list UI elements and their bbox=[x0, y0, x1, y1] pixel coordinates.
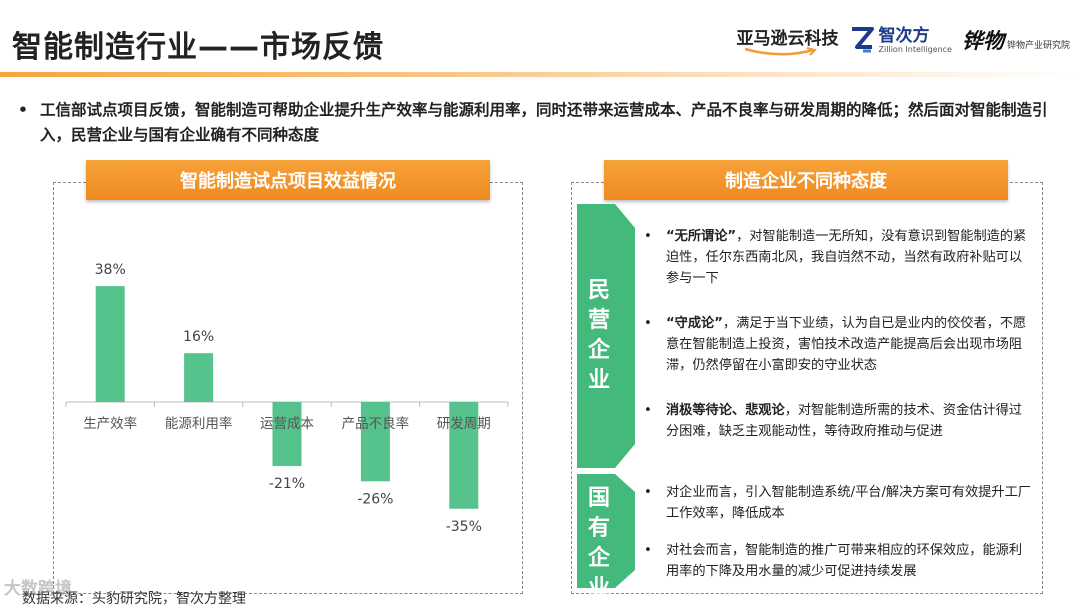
bullet-dot: • bbox=[644, 316, 652, 331]
point-text: ，对智能制造一无所知，没有意识到智能制造的紧迫性，任尔东西南北风，我自岿然不动，… bbox=[666, 229, 1027, 286]
point-text: ，对智能制造所需的技术、资金估计得过分困难，缺乏主观能动性，等待政府推动与促进 bbox=[666, 403, 1023, 439]
bullet-dot: • bbox=[644, 403, 652, 418]
amazon-smile-icon bbox=[744, 46, 817, 56]
list-item: • 对社会而言，智能制造的推广可带来相应的环保效应，能源利用率的下降及用水量的减… bbox=[640, 540, 1032, 582]
point-text: 对企业而言，引入智能制造系统/平台/解决方案可有效提升工厂工作效率，降低成本 bbox=[666, 485, 1031, 521]
zhicifang-mark-icon bbox=[851, 27, 874, 53]
benefits-chart-title: 智能制造试点项目效益情况 bbox=[86, 160, 490, 200]
data-source: 数据来源：头豹研究院，智次方整理 bbox=[22, 591, 246, 607]
private-enterprise-arrow bbox=[577, 204, 635, 468]
point-keyword: “无所谓论” bbox=[666, 229, 737, 244]
list-item: • “无所谓论”，对智能制造一无所知，没有意识到智能制造的紧迫性，任尔东西南北风… bbox=[640, 226, 1032, 289]
huaqiu-subtitle: 铧物产业研究院 bbox=[1006, 40, 1070, 51]
point-text: ，满足于当下业绩，认为自已是业内的佼佼者，不愿意在智能制造上投资，害怕技术改造产… bbox=[666, 316, 1027, 373]
benefits-chart-panel bbox=[53, 182, 523, 594]
zhicifang-english-name: Zillion Intelligence bbox=[878, 44, 952, 54]
bullet-dot: • bbox=[644, 229, 652, 244]
point-text: 对社会而言，智能制造的推广可带来相应的环保效应，能源利用率的下降及用水量的减少可… bbox=[666, 543, 1023, 579]
private-enterprise-label: 民营企业 bbox=[587, 278, 610, 393]
bullet-dot: • bbox=[644, 543, 652, 558]
summary-text: 工信部试点项目反馈，智能制造可帮助企业提升生产效率与能源利用率，同时还带来运营成… bbox=[40, 101, 1048, 144]
huaqiu-mark: 铧物 bbox=[961, 29, 1004, 53]
zhicifang-logo: 智次方 Zillion Intelligence bbox=[849, 25, 952, 55]
point-keyword: 消极等待论、悲观论 bbox=[666, 403, 785, 418]
zhicifang-name: 智次方 bbox=[878, 25, 930, 46]
summary-bullet: • bbox=[18, 101, 28, 119]
partner-logos: 亚马逊云科技 智次方 Zillion Intelligence 铧物 铧物产业研… bbox=[737, 18, 1070, 62]
list-item: • 消极等待论、悲观论，对智能制造所需的技术、资金估计得过分困难，缺乏主观能动性… bbox=[640, 400, 1032, 442]
attitudes-title: 制造企业不同种态度 bbox=[604, 160, 1008, 200]
amazon-logo: 亚马逊云科技 bbox=[737, 24, 839, 57]
huaqiu-logo: 铧物 铧物产业研究院 bbox=[962, 25, 1070, 55]
watermark: 大数跨境 bbox=[4, 579, 72, 599]
summary: • 工信部试点项目反馈，智能制造可帮助企业提升生产效率与能源利用率，同时还带来运… bbox=[18, 98, 1068, 148]
page-title: 智能制造行业——市场反馈 bbox=[12, 30, 384, 65]
point-keyword: “守成论” bbox=[666, 316, 723, 331]
header-divider bbox=[0, 72, 1080, 77]
list-item: • 对企业而言，引入智能制造系统/平台/解决方案可有效提升工厂工作效率，降低成本 bbox=[640, 482, 1032, 524]
state-enterprise-points: • 对企业而言，引入智能制造系统/平台/解决方案可有效提升工厂工作效率，降低成本… bbox=[640, 482, 1032, 582]
state-enterprise-label: 国有企业 bbox=[587, 486, 610, 601]
header: 智能制造行业——市场反馈 亚马逊云科技 智次方 Zillion Intellig… bbox=[0, 0, 1080, 80]
bullet-dot: • bbox=[644, 485, 652, 500]
list-item: • “守成论”，满足于当下业绩，认为自已是业内的佼佼者，不愿意在智能制造上投资，… bbox=[640, 313, 1032, 376]
amazon-logo-text: 亚马逊云科技 bbox=[736, 28, 839, 49]
state-enterprise-arrow bbox=[577, 474, 635, 588]
private-enterprise-points: • “无所谓论”，对智能制造一无所知，没有意识到智能制造的紧迫性，任尔东西南北风… bbox=[640, 226, 1032, 442]
